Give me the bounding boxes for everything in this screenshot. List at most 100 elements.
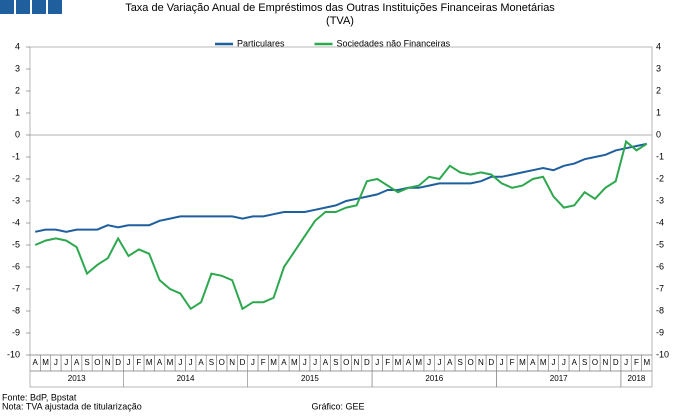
x-tick-label: M: [415, 358, 422, 367]
x-tick-label: F: [136, 358, 141, 367]
x-tick-label: N: [229, 358, 235, 367]
y-tick-label: -7: [12, 283, 20, 293]
series-line: [34, 139, 648, 311]
x-tick-label: A: [198, 358, 204, 367]
x-tick-label: N: [354, 358, 360, 367]
y-tick-label: 3: [15, 63, 20, 73]
y-tick-label: -6: [12, 261, 20, 271]
x-tick-label: M: [395, 358, 402, 367]
x-tick-label: J: [126, 358, 130, 367]
year-label: 2014: [177, 374, 195, 383]
y2-tick-label: 4: [656, 41, 661, 51]
x-tick-label: J: [437, 358, 441, 367]
logo-square: [0, 0, 14, 14]
x-tick-label: J: [303, 358, 307, 367]
year-label: 2013: [68, 374, 86, 383]
x-tick-label: S: [209, 358, 214, 367]
y-tick-label: -1: [12, 151, 20, 161]
x-tick-label: A: [281, 358, 287, 367]
y-tick-label: -10: [7, 349, 20, 359]
x-tick-label: O: [592, 358, 598, 367]
x-tick-label: M: [519, 358, 526, 367]
x-tick-label: F: [510, 358, 515, 367]
logo-square: [48, 0, 62, 14]
legend-label: Particulares: [237, 38, 285, 48]
y-tick-label: 0: [15, 129, 20, 139]
y2-tick-label: 1: [656, 107, 661, 117]
y2-tick-label: -1: [656, 151, 664, 161]
y2-tick-label: -6: [656, 261, 664, 271]
x-tick-label: N: [602, 358, 608, 367]
footer-credit: Gráfico: GEE: [311, 401, 364, 411]
x-tick-label: J: [189, 358, 193, 367]
x-tick-label: D: [364, 358, 370, 367]
y2-tick-label: -3: [656, 195, 664, 205]
x-tick-label: O: [219, 358, 225, 367]
x-tick-label: A: [572, 358, 578, 367]
x-tick-label: O: [343, 358, 349, 367]
x-tick-label: N: [478, 358, 484, 367]
y-tick-label: -2: [12, 173, 20, 183]
x-tick-label: J: [375, 358, 379, 367]
y2-tick-label: 3: [656, 63, 661, 73]
y2-tick-label: -8: [656, 305, 664, 315]
x-tick-label: A: [33, 358, 39, 367]
x-tick-label: S: [84, 358, 89, 367]
y2-tick-label: -9: [656, 327, 664, 337]
x-tick-label: M: [167, 358, 174, 367]
y2-tick-label: -10: [656, 349, 669, 359]
y2-tick-label: 2: [656, 85, 661, 95]
x-tick-label: M: [270, 358, 277, 367]
x-tick-label: S: [458, 358, 463, 367]
x-tick-label: N: [105, 358, 111, 367]
y-tick-label: 4: [15, 41, 20, 51]
y2-tick-label: -4: [656, 217, 664, 227]
y2-tick-label: -5: [656, 239, 664, 249]
x-tick-label: S: [333, 358, 338, 367]
x-tick-label: D: [613, 358, 619, 367]
legend-label: Sociedades não Financeiras: [337, 38, 451, 48]
x-tick-label: J: [54, 358, 58, 367]
y2-tick-label: -2: [656, 173, 664, 183]
x-tick-label: A: [530, 358, 536, 367]
y-tick-label: 2: [15, 85, 20, 95]
year-label: 2017: [550, 374, 568, 383]
y-tick-label: -8: [12, 305, 20, 315]
y2-tick-label: 0: [656, 129, 661, 139]
x-tick-label: M: [146, 358, 153, 367]
footer-note: Nota: TVA ajustada de titularização: [2, 401, 142, 411]
y-tick-label: -3: [12, 195, 20, 205]
x-tick-label: J: [64, 358, 68, 367]
x-tick-label: J: [552, 358, 556, 367]
y-tick-label: -5: [12, 239, 20, 249]
x-tick-label: F: [385, 358, 390, 367]
x-tick-label: S: [582, 358, 587, 367]
year-label: 2018: [628, 374, 646, 383]
x-tick-label: A: [323, 358, 329, 367]
x-tick-label: M: [643, 358, 650, 367]
x-tick-label: A: [74, 358, 80, 367]
footer-source: Fonte: BdP, Bpstat: [2, 392, 77, 402]
y2-tick-label: -7: [656, 283, 664, 293]
chart-title: Taxa de Variação Anual de Empréstimos da…: [125, 2, 555, 14]
x-tick-label: D: [115, 358, 121, 367]
x-tick-label: D: [240, 358, 246, 367]
x-tick-label: M: [291, 358, 298, 367]
x-tick-label: J: [178, 358, 182, 367]
year-label: 2015: [301, 374, 319, 383]
logo-square: [16, 0, 30, 14]
x-tick-label: F: [634, 358, 639, 367]
y-tick-label: 1: [15, 107, 20, 117]
x-tick-label: J: [562, 358, 566, 367]
x-tick-label: A: [406, 358, 412, 367]
series-line: [34, 142, 648, 233]
x-tick-label: F: [261, 358, 266, 367]
x-tick-label: J: [624, 358, 628, 367]
x-tick-label: O: [94, 358, 100, 367]
x-tick-label: J: [427, 358, 431, 367]
x-tick-label: M: [540, 358, 547, 367]
x-tick-label: D: [488, 358, 494, 367]
x-tick-label: M: [42, 358, 49, 367]
x-tick-label: J: [500, 358, 504, 367]
